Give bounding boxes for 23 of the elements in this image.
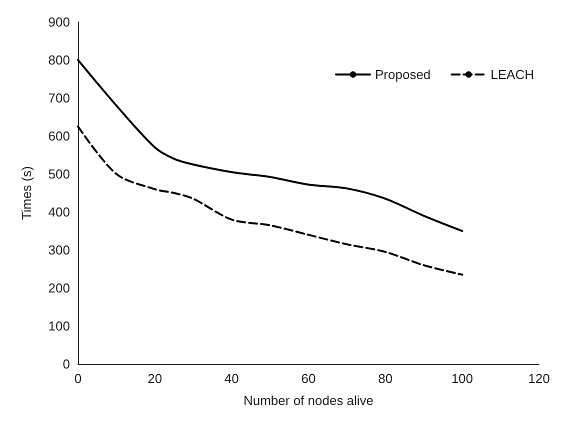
y-tick-label: 100 xyxy=(48,318,70,334)
y-tick-label: 700 xyxy=(48,90,70,106)
x-tick-label: 60 xyxy=(301,371,316,386)
x-axis-title: Number of nodes alive xyxy=(243,393,374,408)
y-tick-label: 900 xyxy=(48,14,70,30)
y-tick-label: 800 xyxy=(48,52,70,68)
x-tick-label: 100 xyxy=(451,371,474,386)
x-tick-label: 80 xyxy=(378,371,393,386)
y-tick-label: 0 xyxy=(62,356,70,372)
x-tick-label: 0 xyxy=(74,371,82,386)
y-axis-title: Times (s) xyxy=(19,166,34,220)
legend-label: LEACH xyxy=(490,67,534,82)
y-tick-label: 300 xyxy=(48,242,70,258)
x-tick-label: 20 xyxy=(148,371,162,386)
legend-label: Proposed xyxy=(375,67,431,82)
y-tick-label: 600 xyxy=(48,128,70,144)
y-tick-label: 200 xyxy=(48,280,70,296)
y-tick-label: 400 xyxy=(48,204,70,220)
x-tick-label: 120 xyxy=(528,371,550,386)
y-tick-label: 500 xyxy=(48,166,70,182)
x-tick-label: 40 xyxy=(224,371,239,386)
line-series xyxy=(77,126,464,276)
line-series xyxy=(77,59,464,232)
